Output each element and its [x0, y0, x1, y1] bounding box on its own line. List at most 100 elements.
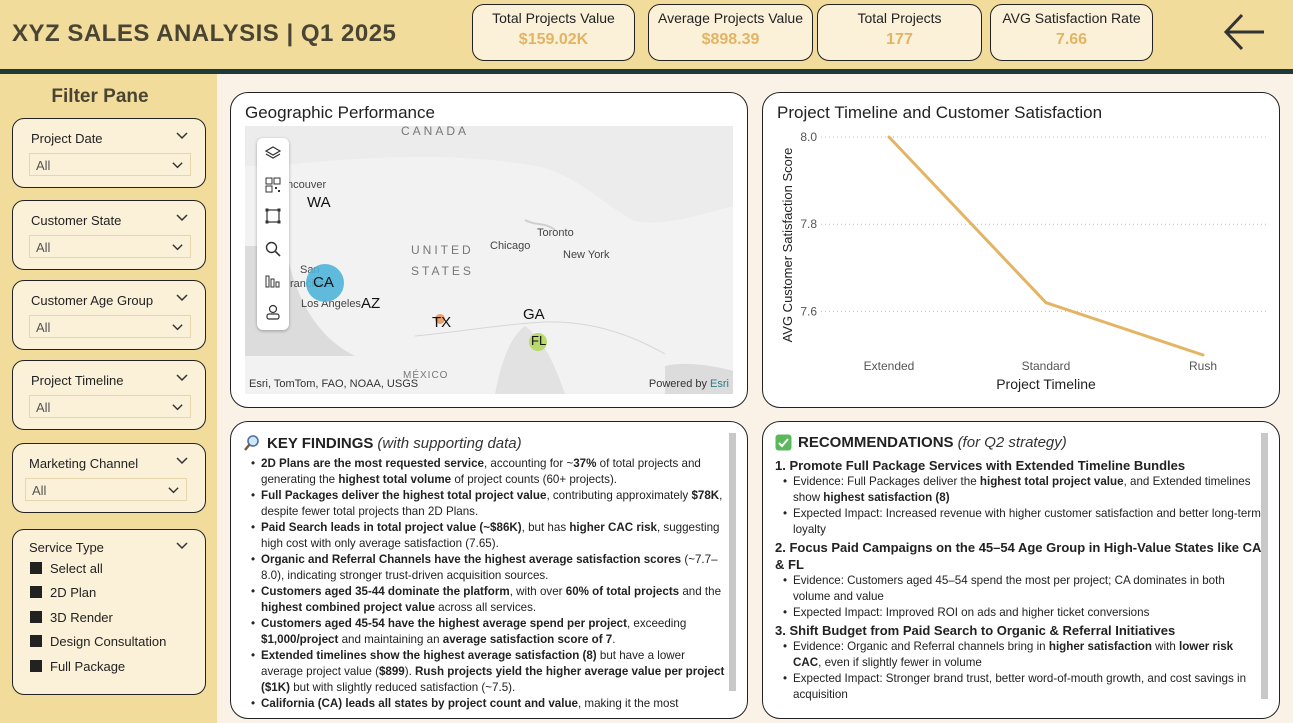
- slicer-dropdown[interactable]: All: [25, 478, 187, 501]
- slicer-project-date[interactable]: Project Date All: [12, 118, 206, 188]
- y-tick-label: 7.6: [800, 304, 817, 318]
- slicer-dropdown[interactable]: All: [29, 235, 191, 258]
- map-state-az: AZ: [361, 295, 381, 312]
- slicer-value: All: [36, 158, 51, 173]
- map-state-ca: CA: [313, 274, 334, 291]
- slicer-label: Marketing Channel: [29, 456, 139, 471]
- finding-item: Paid Search leads in total project value…: [251, 520, 729, 552]
- powered-by-text: Powered by: [648, 378, 707, 390]
- map-toolbar: [257, 138, 289, 330]
- slicer-dropdown[interactable]: All: [29, 315, 191, 338]
- chevron-down-icon[interactable]: [175, 539, 189, 553]
- recommendation-heading: 1. Promote Full Package Services with Ex…: [775, 458, 1186, 473]
- data-point: [887, 135, 891, 139]
- y-tick-label: 7.8: [800, 217, 817, 231]
- qr-code-icon[interactable]: [265, 177, 281, 193]
- map-label-los-angeles: Los Angeles: [301, 298, 361, 310]
- checkbox[interactable]: [30, 586, 42, 598]
- map-label-states: STATES: [411, 264, 474, 278]
- line-chart[interactable]: 8.0 7.8 7.6 Extended Standard Rush Project Tim…: [763, 93, 1280, 408]
- map-attribution: Esri, TomTom, FAO, NOAA, USGS: [249, 378, 419, 390]
- checkbox[interactable]: [30, 611, 42, 623]
- chevron-down-icon[interactable]: [175, 454, 189, 468]
- back-arrow-icon[interactable]: [1220, 10, 1268, 54]
- chevron-down-icon: [172, 324, 183, 331]
- checkbox[interactable]: [30, 635, 42, 647]
- recommendation-heading: 2. Focus Paid Campaigns on the 45–54 Age…: [775, 540, 1261, 572]
- checkbox[interactable]: [30, 562, 42, 574]
- recommendations-subtitle: (for Q2 strategy): [957, 434, 1067, 451]
- service-option-select-all[interactable]: Select all: [30, 559, 103, 577]
- map-label-mexico: MÉXICO: [403, 370, 449, 381]
- kpi-value: $898.39: [701, 31, 760, 48]
- recommendation-evidence: Evidence: Organic and Referral channels …: [775, 639, 1261, 671]
- y-axis-label: AVG Customer Satisfaction Score: [780, 148, 795, 343]
- finding-item: Full Packages deliver the highest total …: [251, 488, 729, 520]
- data-point: [1044, 301, 1048, 305]
- kpi-card-total-value: Total Projects Value $159.02K: [472, 4, 635, 61]
- kpi-card-average-value: Average Projects Value $898.39: [648, 4, 813, 61]
- chevron-down-icon[interactable]: [175, 129, 189, 143]
- findings-title: KEY FINDINGS: [267, 434, 374, 452]
- map-powered-by: Powered by Esri: [649, 378, 729, 390]
- slicer-service-type: Service Type Select all 2D Plan 3D Rende…: [12, 529, 206, 695]
- service-option-design-consultation[interactable]: Design Consultation: [30, 632, 166, 650]
- slicer-project-timeline[interactable]: Project Timeline All: [12, 360, 206, 430]
- service-option-3d-render[interactable]: 3D Render: [30, 608, 113, 626]
- recommendation-evidence: Evidence: Full Packages deliver the high…: [775, 474, 1261, 506]
- checkbox[interactable]: [30, 660, 42, 672]
- search-icon[interactable]: [265, 241, 281, 257]
- kpi-value: 7.66: [1055, 31, 1088, 48]
- evidence-highlight: highest total project value: [979, 475, 1124, 488]
- evidence-highlight: higher satisfaction: [1048, 640, 1152, 653]
- map-bubble-ca[interactable]: [306, 264, 344, 302]
- slicer-marketing-channel[interactable]: Marketing Channel All: [12, 443, 206, 513]
- recommendation-heading: 3. Shift Budget from Paid Search to Orga…: [775, 623, 1176, 638]
- map-state-tx: TX: [432, 314, 452, 331]
- chevron-down-icon[interactable]: [175, 371, 189, 385]
- map-visual[interactable]: CANADA UNITED STATES MÉXICO ncouver San …: [245, 126, 733, 394]
- finding-item: Extended timelines show the highest aver…: [251, 648, 729, 696]
- chevron-down-icon[interactable]: [175, 211, 189, 225]
- findings-subtitle: (with supporting data): [377, 434, 522, 452]
- recommendations-title: RECOMMENDATIONS: [798, 434, 954, 451]
- map-bubble-fl[interactable]: [529, 333, 547, 351]
- evidence-highlight: lower risk CAC: [793, 640, 1234, 669]
- layers-icon[interactable]: [265, 145, 281, 161]
- selection-box-icon[interactable]: [265, 208, 281, 224]
- slicer-value: All: [36, 240, 51, 255]
- recommendations-scrollbar[interactable]: [1261, 433, 1268, 699]
- map-label-canada: CANADA: [401, 126, 470, 138]
- slicer-dropdown[interactable]: All: [29, 153, 191, 176]
- chevron-down-icon: [172, 404, 183, 411]
- header-bar: XYZ SALES ANALYSIS | Q1 2025 Total Proje…: [0, 0, 1293, 69]
- filter-pane-title: Filter Pane: [51, 86, 149, 107]
- bar-chart-icon[interactable]: [265, 273, 281, 289]
- recommendation-impact: Expected Impact: Improved ROI on ads and…: [775, 605, 1261, 621]
- chevron-down-icon[interactable]: [175, 291, 189, 305]
- slicer-customer-state[interactable]: Customer State All: [12, 200, 206, 270]
- service-option-2d-plan[interactable]: 2D Plan: [30, 583, 96, 601]
- map-label-vancouver: ncouver: [287, 179, 327, 191]
- slicer-label: Service Type: [29, 540, 104, 555]
- slicer-dropdown[interactable]: All: [29, 395, 191, 418]
- evidence-highlight: highest satisfaction (8): [823, 491, 950, 504]
- slicer-label: Project Timeline: [31, 373, 124, 388]
- map-bubble-tx[interactable]: [435, 314, 445, 324]
- service-option-full-package[interactable]: Full Package: [30, 657, 125, 675]
- findings-scrollbar[interactable]: [729, 433, 736, 691]
- evidence-text: with: [1151, 640, 1179, 653]
- kpi-label: Total Projects Value: [492, 10, 615, 26]
- map-label-toronto: Toronto: [537, 227, 574, 239]
- recommendations-list: 1. Promote Full Package Services with Ex…: [775, 456, 1261, 703]
- map-basemap: [245, 126, 733, 394]
- chevron-down-icon: [172, 162, 183, 169]
- slicer-customer-age-group[interactable]: Customer Age Group All: [12, 280, 206, 350]
- person-icon[interactable]: [265, 304, 281, 320]
- evidence-text: , and Extended timelines show: [793, 475, 1251, 504]
- chart-title: Project Timeline and Customer Satisfacti…: [777, 103, 1103, 122]
- geo-performance-panel: Geographic Performance CANADA UNITED STA…: [230, 92, 748, 408]
- findings-header: KEY FINDINGS (with supporting data): [243, 434, 522, 452]
- map-label-chicago: Chicago: [490, 240, 531, 252]
- esri-link[interactable]: Esri: [710, 378, 729, 390]
